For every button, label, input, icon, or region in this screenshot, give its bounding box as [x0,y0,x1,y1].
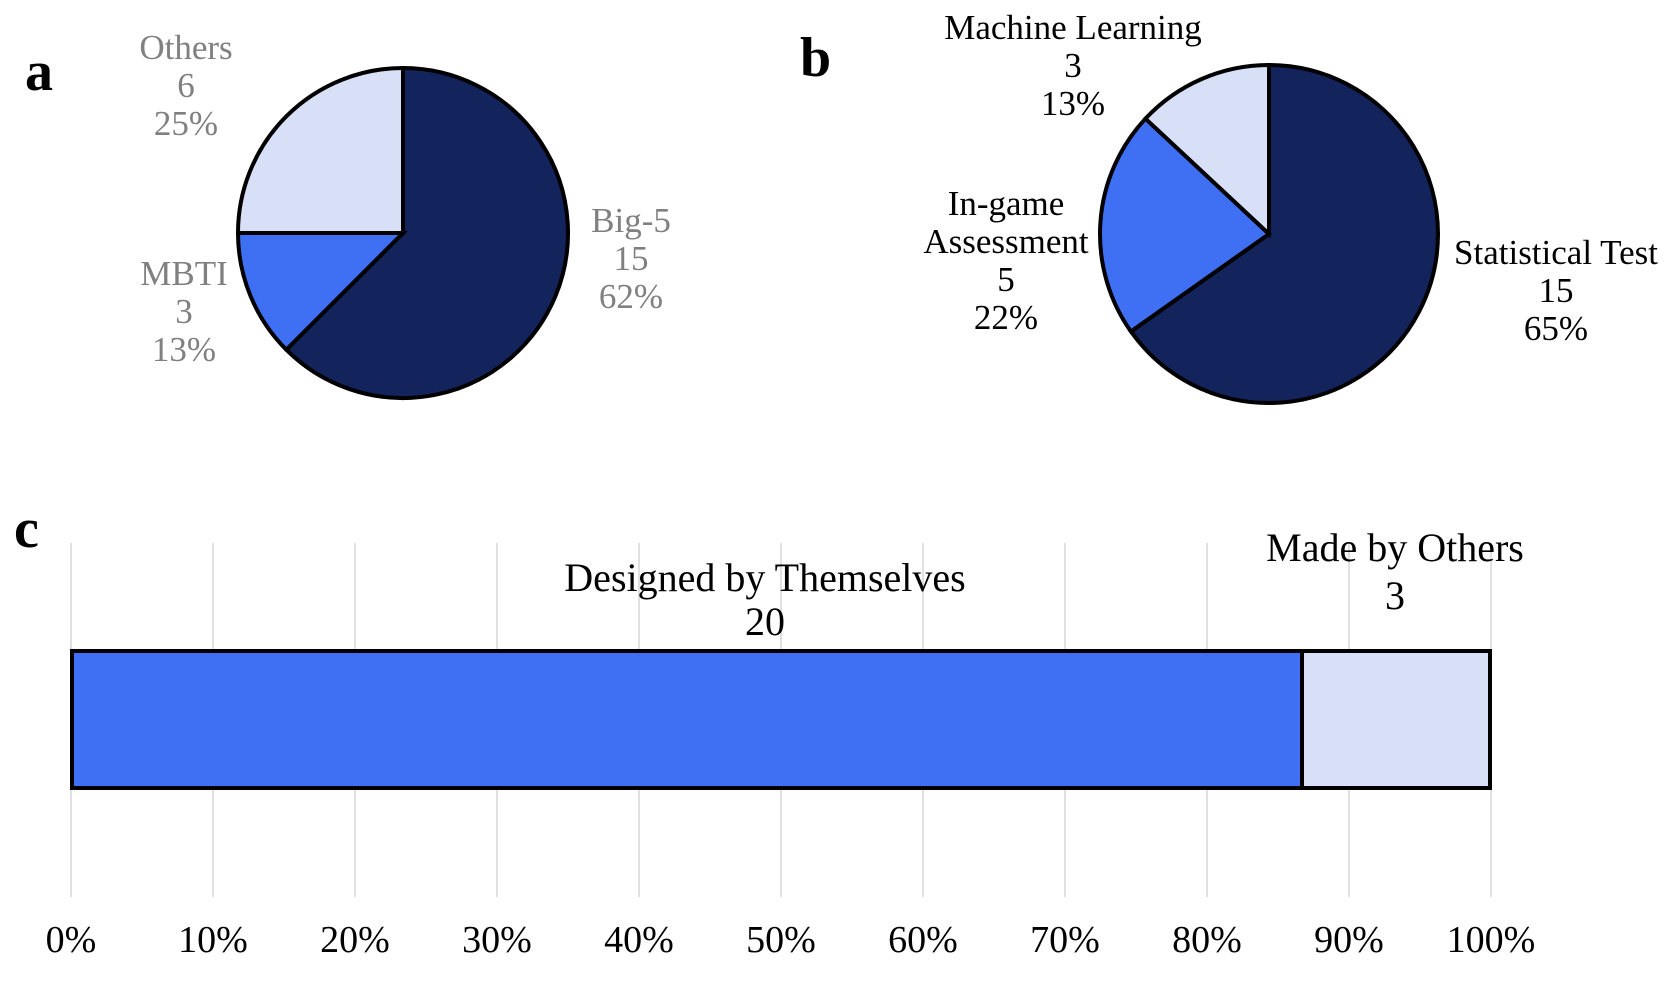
slice-label: Machine Learning [944,8,1202,47]
slice-pct: 13% [1040,84,1106,123]
x-tick-label: 60% [888,919,958,961]
pie-slice-others [235,65,405,235]
slice-label: Others [139,28,233,67]
pie-a-label-others: Others 6 25% [139,29,232,143]
x-tick-label: 40% [604,919,674,961]
slice-label: Statistical Test [1454,233,1658,272]
pie-slice-mbti [235,231,408,353]
slice-value: 6 [177,66,195,105]
pie-a-label-big5: Big-5 15 62% [591,202,671,316]
pie-b-label-ingame-assessment: In-game Assessment 5 22% [890,185,1122,337]
x-tick-label: 10% [178,919,248,961]
slice-pct: 62% [598,277,664,316]
pie-slice-machine-learning [1142,62,1271,239]
pie-a-label-mbti: MBTI 3 13% [140,255,228,369]
slice-value: 15 [1538,271,1574,310]
stacked-bar [70,649,1492,790]
panel-letter-c: c [14,498,39,560]
slice-value: 3 [1064,46,1082,85]
x-tick-label: 70% [1030,919,1100,961]
slice-pct: 65% [1523,309,1589,348]
slice-pct: 25% [153,104,219,143]
pie-chart-b [1098,62,1440,405]
bar-segment-designed-by-themselves [74,653,1304,786]
x-tick-label: 80% [1172,919,1242,961]
panel-letter-b: b [800,27,832,89]
pie-slice-big-5 [283,65,570,400]
slice-value: 5 [997,260,1015,299]
bar-value-made-by-others: 3 [1385,573,1405,618]
bar-label-made-by-others: Made by Others [1266,525,1524,570]
x-axis-ticks: 0% 10% 20% 30% 40% 50% 60% 70% 80% 90% 100% [46,918,1536,968]
x-tick-label: 50% [746,919,816,961]
slice-value: 3 [175,292,193,331]
pie-chart-a [235,65,570,400]
x-tick-label: 30% [462,919,532,961]
bar-segment-made-by-others [1303,653,1488,786]
panel-letter-a: a [25,41,53,103]
pie-slice-in-game-assessment [1098,115,1273,335]
slice-label: Big-5 [591,201,671,240]
slice-value: 15 [613,239,649,278]
x-tick-label: 90% [1314,919,1384,961]
pie-slice-statistical-test [1128,62,1440,405]
pie-b-label-machine-learning: Machine Learning 3 13% [944,9,1202,123]
bar-label-designed-by-themselves: Designed by Themselves [564,555,966,600]
slice-pct: 22% [973,298,1039,337]
slice-label: MBTI [140,254,228,293]
slice-pct: 13% [151,330,217,369]
x-tick-label: 20% [320,919,390,961]
x-tick-label: 0% [45,919,97,961]
x-tick-label: 100% [1446,919,1536,961]
pie-b-label-statistical-test: Statistical Test 15 65% [1454,234,1658,348]
slice-label: In-game Assessment [923,184,1089,261]
bar-value-designed-by-themselves: 20 [745,599,785,644]
